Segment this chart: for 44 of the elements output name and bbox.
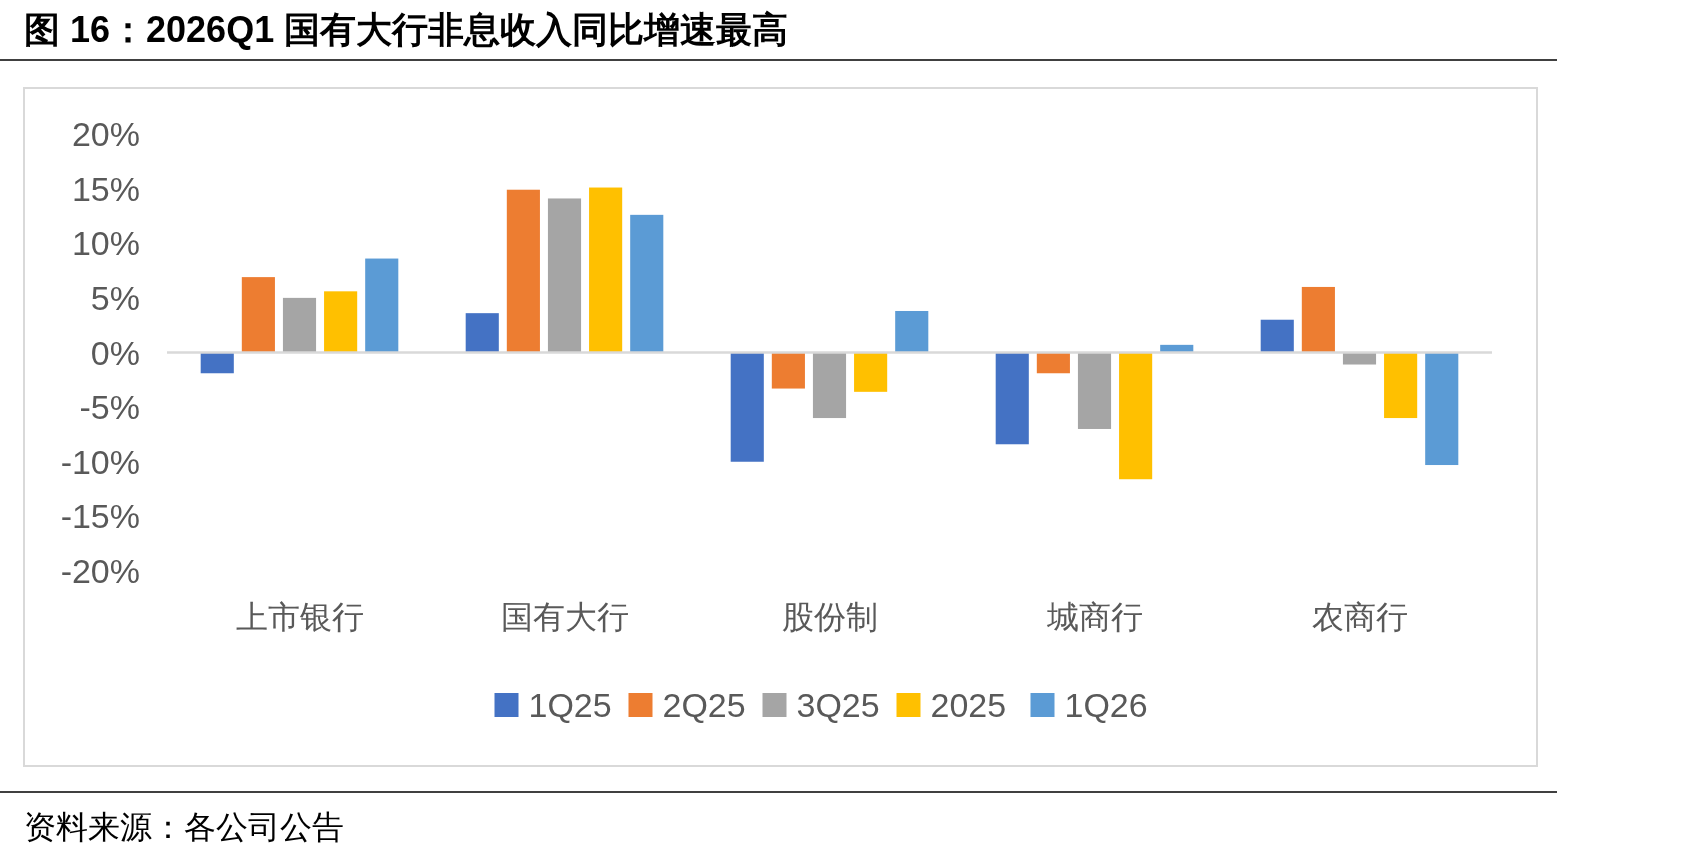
legend-label: 2Q25 [662, 686, 746, 724]
x-tick-label: 城商行 [1045, 599, 1143, 635]
y-tick-label: -5% [79, 388, 140, 427]
y-tick-label: 15% [71, 169, 140, 208]
chart-title: 图 16：2026Q1 国有大行非息收入同比增速最高 [24, 9, 789, 50]
bar [1425, 352, 1459, 466]
bar [324, 291, 358, 353]
y-tick-label: -20% [60, 552, 140, 590]
bar [995, 352, 1029, 445]
text: 资料来源：各公司公告 [24, 809, 344, 845]
bar [630, 214, 664, 353]
bar [506, 189, 540, 353]
y-tick-label: 5% [90, 278, 140, 317]
bar [730, 352, 764, 462]
bar [854, 352, 888, 392]
y-tick-label: 10% [71, 224, 140, 263]
bar [1119, 352, 1153, 480]
legend-label: 1Q26 [1064, 686, 1148, 724]
bar [200, 352, 234, 374]
bar [1036, 352, 1070, 374]
bar [282, 297, 317, 353]
bar [547, 198, 582, 353]
bar [241, 277, 275, 353]
bar [1384, 352, 1418, 419]
y-tick-label: -15% [60, 497, 140, 536]
bar [365, 258, 399, 353]
bar [1301, 286, 1335, 353]
bar [771, 352, 805, 389]
x-tick-label: 国有大行 [500, 599, 629, 635]
x-tick-label: 上市银行 [235, 599, 364, 635]
bar [895, 310, 929, 353]
bar [589, 187, 623, 353]
legend-label: 1Q25 [528, 686, 612, 724]
x-tick-label: 股份制 [781, 599, 878, 635]
bar [465, 313, 499, 353]
y-tick-label: 20% [71, 115, 140, 153]
y-tick-label: -10% [60, 442, 140, 481]
legend-label: 2025 [930, 686, 1007, 724]
bar [812, 352, 847, 419]
bar [1260, 319, 1294, 353]
legend-label: 3Q25 [796, 686, 880, 724]
x-tick-label: 农商行 [1311, 599, 1408, 635]
bar [1077, 352, 1112, 429]
y-tick-label: 0% [90, 333, 140, 372]
